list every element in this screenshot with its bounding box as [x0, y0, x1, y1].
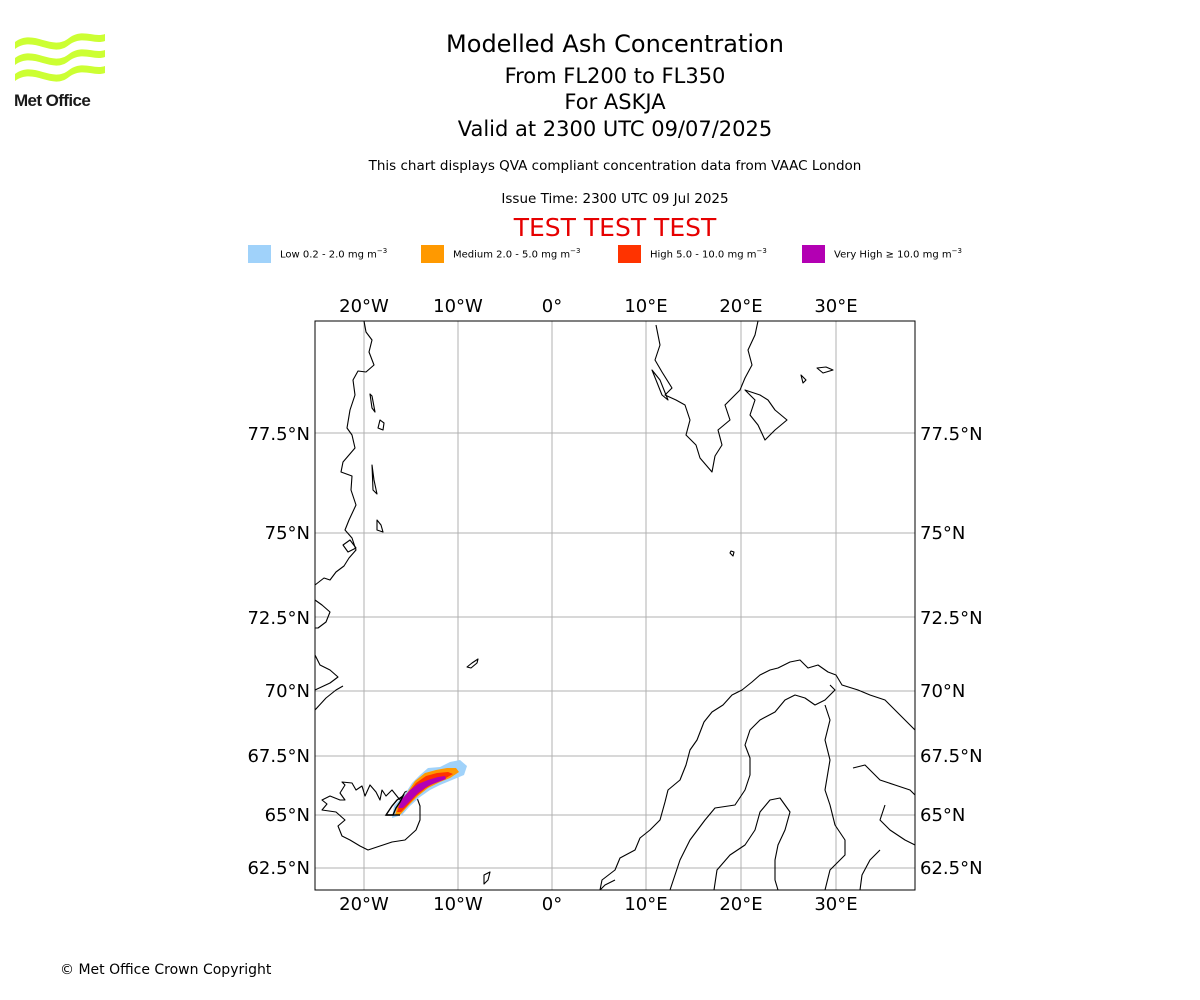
lat-label: 72.5°N — [247, 608, 310, 629]
lon-label: 10°W — [433, 894, 483, 915]
lon-label: 10°E — [624, 894, 667, 915]
legend-label-low: Low 0.2 - 2.0 mg m−3 — [280, 247, 388, 261]
flight-level-range: From FL200 to FL350 — [504, 64, 726, 88]
lat-label: 75°N — [265, 523, 310, 544]
legend-label-high: High 5.0 - 10.0 mg m−3 — [650, 247, 767, 261]
description-text: This chart displays QVA compliant concen… — [368, 158, 862, 174]
ash-very-high-area — [398, 776, 446, 808]
lon-label: 30°E — [814, 894, 857, 915]
lat-label: 70°N — [920, 681, 965, 702]
lat-label: 70°N — [265, 681, 310, 702]
map-frame — [314, 320, 916, 891]
lon-labels-bottom: 20°W 10°W 0° 10°E 20°E 30°E — [339, 894, 857, 915]
lat-label: 65°N — [265, 805, 310, 826]
legend-label-very-high: Very High ≥ 10.0 mg m−3 — [834, 247, 962, 261]
legend-swatch-very-high — [802, 245, 825, 263]
scandinavia-coast — [599, 659, 916, 891]
legend-swatch-low — [248, 245, 271, 263]
jan-mayen-coast — [466, 658, 479, 669]
lat-label: 65°N — [920, 805, 965, 826]
iceland-coast — [321, 781, 421, 851]
valid-time: Valid at 2300 UTC 09/07/2025 — [457, 117, 773, 141]
greenland-coast — [314, 320, 375, 711]
legend-label-medium: Medium 2.0 - 5.0 mg m−3 — [453, 247, 581, 261]
lat-label: 75°N — [920, 523, 965, 544]
lat-label: 77.5°N — [920, 424, 983, 445]
lon-label: 0° — [542, 894, 562, 915]
lat-labels-left: 77.5°N 75°N 72.5°N 70°N 67.5°N 65°N 62.5… — [247, 424, 310, 879]
lat-labels-right: 77.5°N 75°N 72.5°N 70°N 67.5°N 65°N 62.5… — [920, 424, 983, 879]
lon-label: 20°E — [719, 296, 762, 317]
lon-labels-top: 20°W 10°W 0° 10°E 20°E 30°E — [339, 296, 857, 317]
lat-label: 67.5°N — [247, 746, 310, 767]
svalbard-coast — [654, 320, 759, 473]
lon-label: 0° — [542, 296, 562, 317]
ash-plume — [392, 760, 467, 818]
chart-title: Modelled Ash Concentration — [446, 30, 784, 58]
met-office-waves-icon — [15, 33, 105, 82]
lat-label: 62.5°N — [247, 858, 310, 879]
lon-label: 10°W — [433, 296, 483, 317]
lon-label: 20°W — [339, 296, 389, 317]
logo-text: Met Office — [14, 91, 91, 110]
copyright-notice: © Met Office Crown Copyright — [60, 962, 272, 978]
lon-label: 10°E — [624, 296, 667, 317]
legend-swatch-high — [618, 245, 641, 263]
lon-label: 20°W — [339, 894, 389, 915]
issue-time: Issue Time: 2300 UTC 09 Jul 2025 — [501, 191, 729, 207]
map-gridlines — [315, 321, 915, 890]
coastlines — [314, 320, 916, 891]
lon-label: 20°E — [719, 894, 762, 915]
lat-label: 67.5°N — [920, 746, 983, 767]
lat-label: 77.5°N — [247, 424, 310, 445]
met-office-logo: Met Office — [14, 30, 106, 112]
lon-label: 30°E — [814, 296, 857, 317]
legend-swatch-medium — [421, 245, 444, 263]
volcano-name: For ASKJA — [564, 90, 666, 114]
test-banner: TEST TEST TEST — [513, 213, 717, 242]
lat-label: 62.5°N — [920, 858, 983, 879]
lat-label: 72.5°N — [920, 608, 983, 629]
